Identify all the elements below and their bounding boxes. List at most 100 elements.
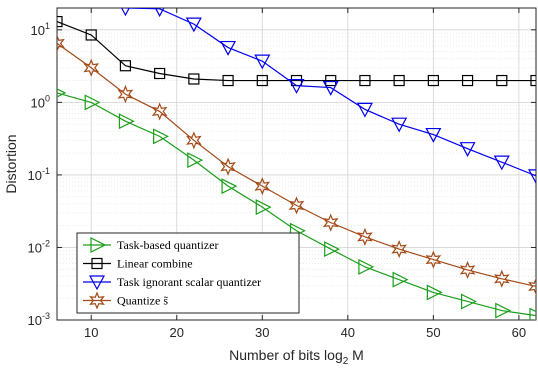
legend-marker [90, 237, 107, 253]
legend-box [76, 232, 300, 314]
data-point [120, 8, 130, 17]
data-point [254, 54, 271, 70]
data-point [359, 74, 371, 87]
x-axis-label-suffix: M [348, 347, 364, 363]
data-point [495, 302, 512, 319]
data-point [154, 8, 165, 18]
y-tick-label-base: 10 [28, 313, 42, 328]
series-layer [57, 8, 536, 320]
data-point [427, 74, 439, 87]
series-line [57, 42, 536, 288]
data-point [84, 94, 101, 111]
series-line [125, 8, 536, 177]
legend-entry: Linear combine [83, 257, 193, 271]
data-point [425, 250, 442, 269]
x-axis-label-subscript: 2 [343, 356, 349, 367]
data-point [527, 169, 536, 185]
data-point [528, 277, 536, 296]
data-point [118, 113, 135, 130]
x-tick-label: 30 [255, 325, 269, 340]
y-tick-label-exponent: -1 [42, 166, 50, 176]
data-point [187, 152, 204, 169]
data-point [85, 29, 97, 41]
data-point [461, 74, 474, 87]
data-point [151, 102, 168, 121]
y-axis-label: Distortion [3, 134, 19, 193]
y-tick-label-base: 10 [31, 95, 45, 110]
data-point [425, 127, 442, 143]
data-point [154, 67, 166, 80]
data-point [222, 74, 234, 87]
data-point [57, 15, 63, 28]
data-point [255, 199, 272, 216]
data-point [391, 117, 408, 133]
data-point [254, 177, 271, 196]
data-point [391, 240, 408, 259]
legend-entry: Quantize s̃ [83, 291, 168, 310]
data-point [220, 157, 236, 176]
legend-label: Task-based quantizer [117, 238, 218, 252]
y-tick-label: 10-2 [28, 238, 50, 255]
series-3 [120, 8, 536, 185]
y-tick-label-base: 10 [31, 23, 45, 38]
data-point [493, 155, 510, 171]
data-point [185, 17, 202, 33]
data-point [220, 40, 237, 56]
y-tick-label-base: 10 [28, 168, 42, 183]
legend-label: Task ignorant scalar quantizer [117, 275, 261, 289]
data-point [153, 128, 169, 145]
x-tick-label: 60 [512, 325, 526, 340]
data-point [530, 74, 536, 87]
data-point [288, 79, 305, 94]
data-point [256, 74, 268, 87]
data-point [426, 284, 443, 301]
data-point [188, 73, 200, 85]
data-point [325, 74, 337, 87]
y-tick-label-base: 10 [28, 240, 42, 255]
data-point [393, 74, 405, 87]
data-point [324, 241, 341, 258]
legend-label: Quantize s̃ [117, 294, 168, 308]
series-4 [57, 34, 536, 296]
data-point [356, 102, 373, 118]
data-point [459, 142, 476, 157]
data-point [117, 85, 134, 104]
series-line [57, 92, 536, 317]
legend: Task-based quantizer Linear combine Task i… [76, 232, 300, 314]
y-tick-label: 101 [31, 21, 50, 38]
y-tick-label-exponent: 1 [45, 21, 50, 31]
data-point [119, 60, 132, 72]
series-line [57, 21, 536, 82]
series-1 [57, 88, 536, 320]
x-tick-label: 40 [341, 325, 355, 340]
y-tick-label-exponent: -3 [42, 311, 50, 321]
data-point [529, 307, 536, 320]
x-tick-label: 20 [170, 325, 184, 340]
data-point [322, 213, 339, 232]
y-tick-label: 100 [31, 93, 50, 110]
data-point [83, 58, 100, 77]
legend-marker [89, 291, 105, 310]
data-point [496, 74, 508, 87]
data-point [460, 293, 477, 310]
data-point [57, 34, 65, 53]
data-point [392, 271, 409, 288]
y-tick-label-exponent: -2 [42, 238, 50, 248]
data-point [185, 131, 202, 150]
data-point [288, 196, 305, 215]
series-2 [57, 15, 536, 87]
x-axis-label-main: Number of bits log [229, 347, 343, 363]
y-tick-label: 10-1 [28, 166, 50, 183]
legend-marker [91, 257, 103, 270]
data-point [493, 269, 510, 288]
x-tick-label: 10 [84, 325, 98, 340]
legend-entry: Task ignorant scalar quantizer [83, 275, 261, 291]
data-point [322, 80, 339, 96]
legend-entry: Task-based quantizer [83, 237, 218, 253]
x-axis-label: Number of bits log2 M [229, 347, 364, 367]
data-point [459, 260, 476, 280]
data-point [221, 178, 238, 195]
legend-label: Linear combine [117, 257, 193, 271]
